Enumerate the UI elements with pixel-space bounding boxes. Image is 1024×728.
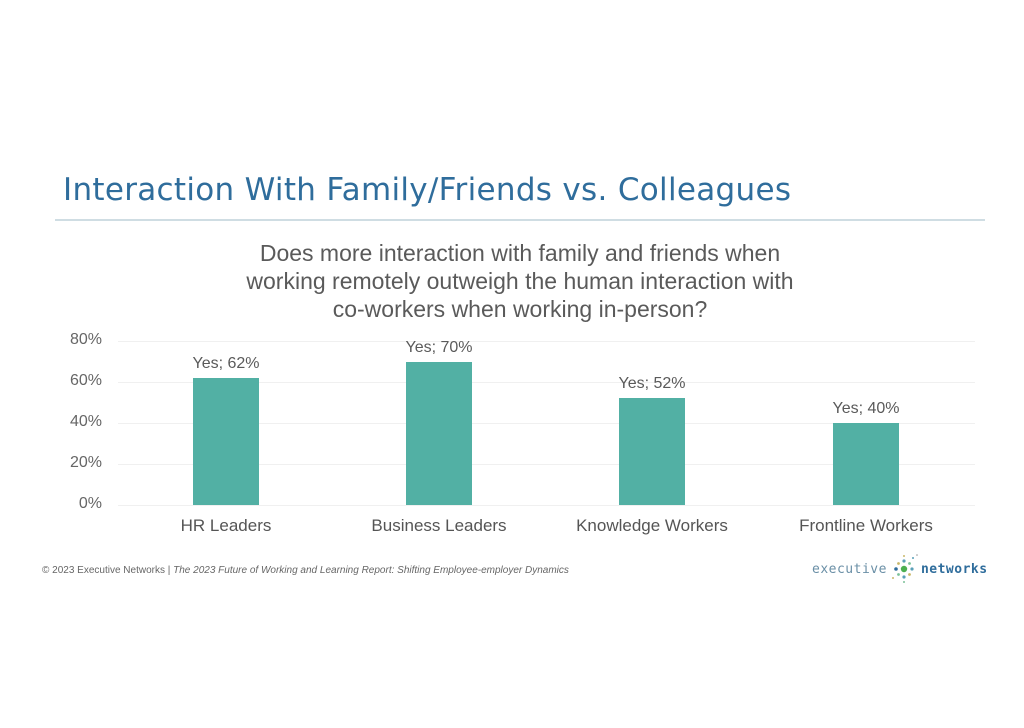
y-axis-tick-label: 0% bbox=[78, 495, 102, 512]
gridline bbox=[118, 423, 975, 424]
bar bbox=[833, 423, 899, 505]
logo-word-networks: networks bbox=[920, 561, 988, 577]
y-axis-tick-label: 60% bbox=[69, 372, 102, 389]
y-axis-tick-label: 80% bbox=[69, 331, 102, 348]
bar bbox=[619, 398, 685, 505]
footer-citation: © 2023 Executive Networks | The 2023 Fut… bbox=[42, 565, 569, 576]
x-axis-category-label: Business Leaders bbox=[371, 516, 507, 535]
question-line: Does more interaction with family and fr… bbox=[259, 240, 781, 266]
report-title: The 2023 Future of Working and Learning … bbox=[173, 565, 569, 576]
gridline bbox=[118, 341, 975, 342]
question-line: working remotely outweigh the human inte… bbox=[246, 268, 794, 294]
title-divider bbox=[55, 219, 985, 221]
network-dots-icon bbox=[891, 554, 918, 583]
question-line: co-workers when working in-person? bbox=[332, 296, 708, 322]
x-axis-category-label: HR Leaders bbox=[180, 516, 272, 535]
bar bbox=[193, 377, 259, 505]
bar-data-label: Yes; 62% bbox=[192, 354, 260, 372]
y-axis-tick-label: 20% bbox=[69, 454, 102, 471]
bar-data-label: Yes; 40% bbox=[832, 400, 900, 417]
gridline bbox=[118, 382, 975, 383]
bar-data-label: Yes; 52% bbox=[618, 375, 686, 393]
y-axis-tick-label: 40% bbox=[69, 413, 102, 430]
x-axis-category-label: Frontline Workers bbox=[799, 516, 933, 535]
gridline bbox=[118, 464, 975, 465]
survey-question: Does more interaction with family and fr… bbox=[120, 239, 920, 323]
x-axis-category-label: Knowledge Workers bbox=[576, 516, 728, 535]
executive-networks-logo: executive networks bbox=[812, 554, 988, 584]
bar-data-label: Yes; 70% bbox=[405, 338, 473, 356]
gridline bbox=[118, 505, 975, 506]
copyright-text: © 2023 Executive Networks | bbox=[42, 565, 174, 576]
logo-word-executive: executive bbox=[812, 561, 887, 577]
bar bbox=[406, 361, 472, 505]
slide-title: Interaction With Family/Friends vs. Coll… bbox=[63, 172, 792, 208]
